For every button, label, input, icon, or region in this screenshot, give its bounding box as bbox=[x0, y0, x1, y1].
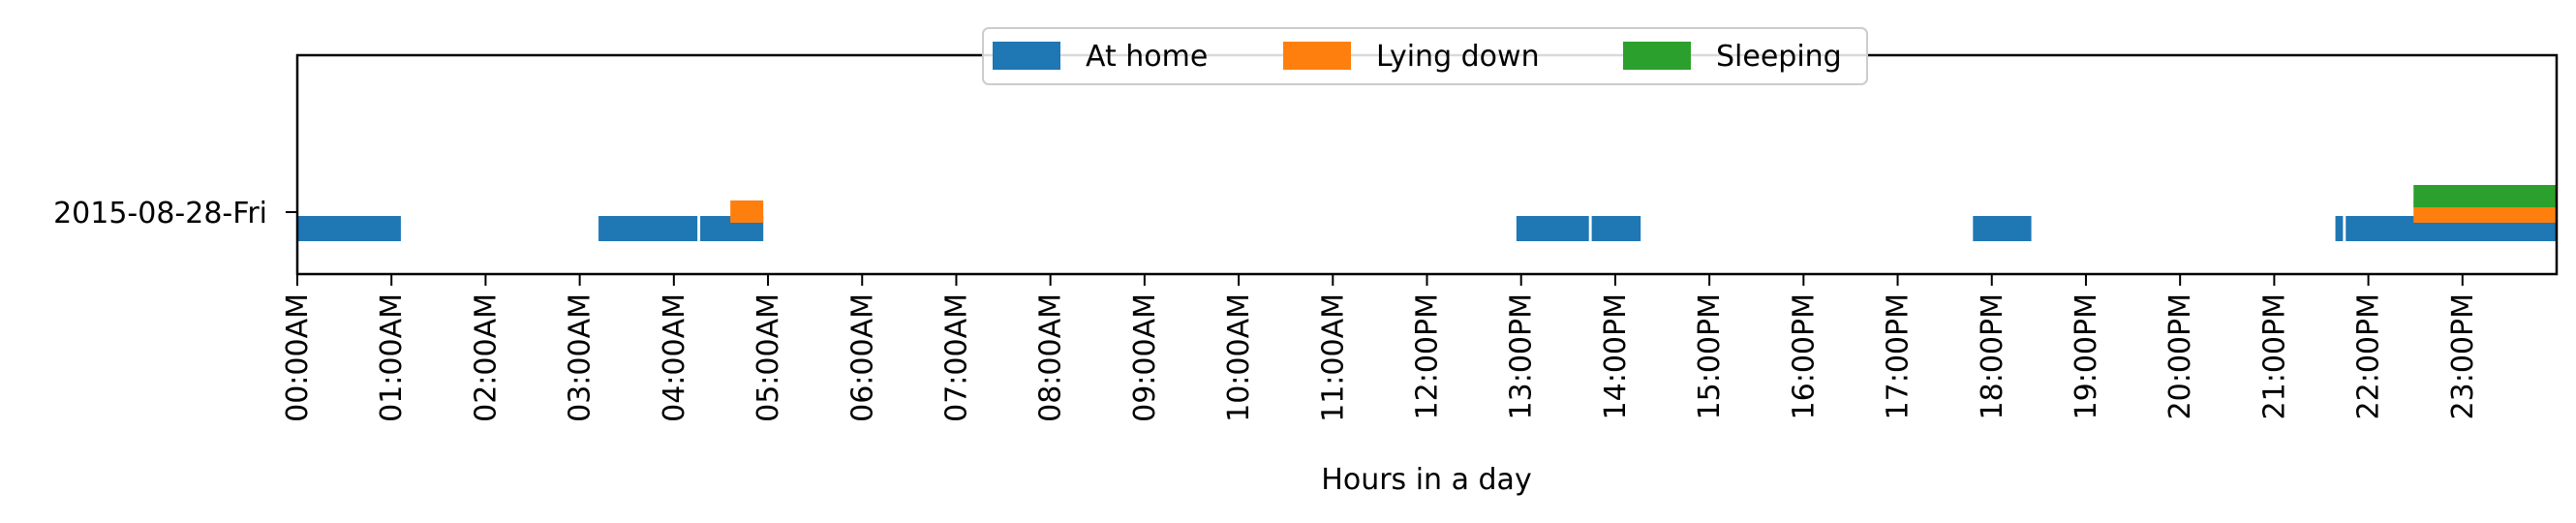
x-tick-label: 02:00AM bbox=[469, 293, 503, 422]
x-tick-label: 13:00PM bbox=[1505, 293, 1539, 419]
x-tick-label: 23:00PM bbox=[2446, 293, 2480, 419]
bar-at-home-6 bbox=[1973, 216, 2032, 241]
bar-at-home-2 bbox=[598, 216, 698, 241]
x-tick-label: 03:00AM bbox=[564, 293, 598, 422]
legend-label-lying-down: Lying down bbox=[1376, 40, 1540, 74]
x-tick-label: 00:00AM bbox=[281, 293, 315, 422]
x-tick-label: 16:00PM bbox=[1787, 293, 1821, 419]
x-tick-label: 01:00AM bbox=[375, 293, 409, 422]
activity-bars bbox=[297, 185, 2557, 241]
x-tick-label: 17:00PM bbox=[1882, 293, 1916, 419]
x-tick-label: 20:00PM bbox=[2163, 293, 2197, 419]
x-tick-label: 05:00AM bbox=[751, 293, 785, 422]
bar-lying-down-1 bbox=[730, 200, 764, 223]
legend: At home Lying down Sleeping bbox=[982, 27, 1868, 85]
x-tick-label: 14:00PM bbox=[1599, 293, 1633, 419]
x-tick-label: 15:00PM bbox=[1693, 293, 1727, 419]
plot-frame bbox=[295, 53, 2559, 276]
x-tick-label: 11:00AM bbox=[1316, 293, 1350, 422]
legend-swatch-sleeping bbox=[1623, 42, 1691, 70]
legend-swatch-at-home bbox=[993, 42, 1060, 70]
legend-swatch-lying-down bbox=[1283, 42, 1351, 70]
x-tick-label: 10:00AM bbox=[1222, 293, 1256, 422]
x-tick-label: 04:00AM bbox=[658, 293, 691, 422]
x-tick-label: 08:00AM bbox=[1034, 293, 1068, 422]
x-axis-title: Hours in a day bbox=[1321, 463, 1531, 497]
bar-at-home-4 bbox=[1516, 216, 1589, 241]
x-axis: 00:00AM 01:00AM 02:00AM 03:00AM 04:00AM 05:00… bbox=[281, 274, 2480, 422]
x-tick-label: 22:00PM bbox=[2352, 293, 2386, 419]
x-tick-label: 18:00PM bbox=[1976, 293, 2009, 419]
legend-label-at-home: At home bbox=[1086, 40, 1208, 74]
x-tick-label: 12:00PM bbox=[1411, 293, 1445, 419]
y-tick-label-day: 2015-08-28-Fri bbox=[53, 197, 267, 231]
x-tick-label: 21:00PM bbox=[2257, 293, 2291, 419]
x-tick-label: 07:00AM bbox=[939, 293, 973, 422]
bar-at-home-5 bbox=[1591, 216, 1641, 241]
bar-sleeping-1 bbox=[2413, 185, 2557, 207]
x-tick-label: 19:00PM bbox=[2070, 293, 2103, 419]
x-tick-label: 06:00AM bbox=[845, 293, 879, 422]
y-axis: 2015-08-28-Fri bbox=[53, 197, 297, 231]
bar-at-home-1 bbox=[297, 216, 401, 241]
legend-label-sleeping: Sleeping bbox=[1716, 40, 1842, 74]
bar-at-home-7 bbox=[2335, 216, 2344, 241]
x-tick-label: 09:00AM bbox=[1128, 293, 1162, 422]
